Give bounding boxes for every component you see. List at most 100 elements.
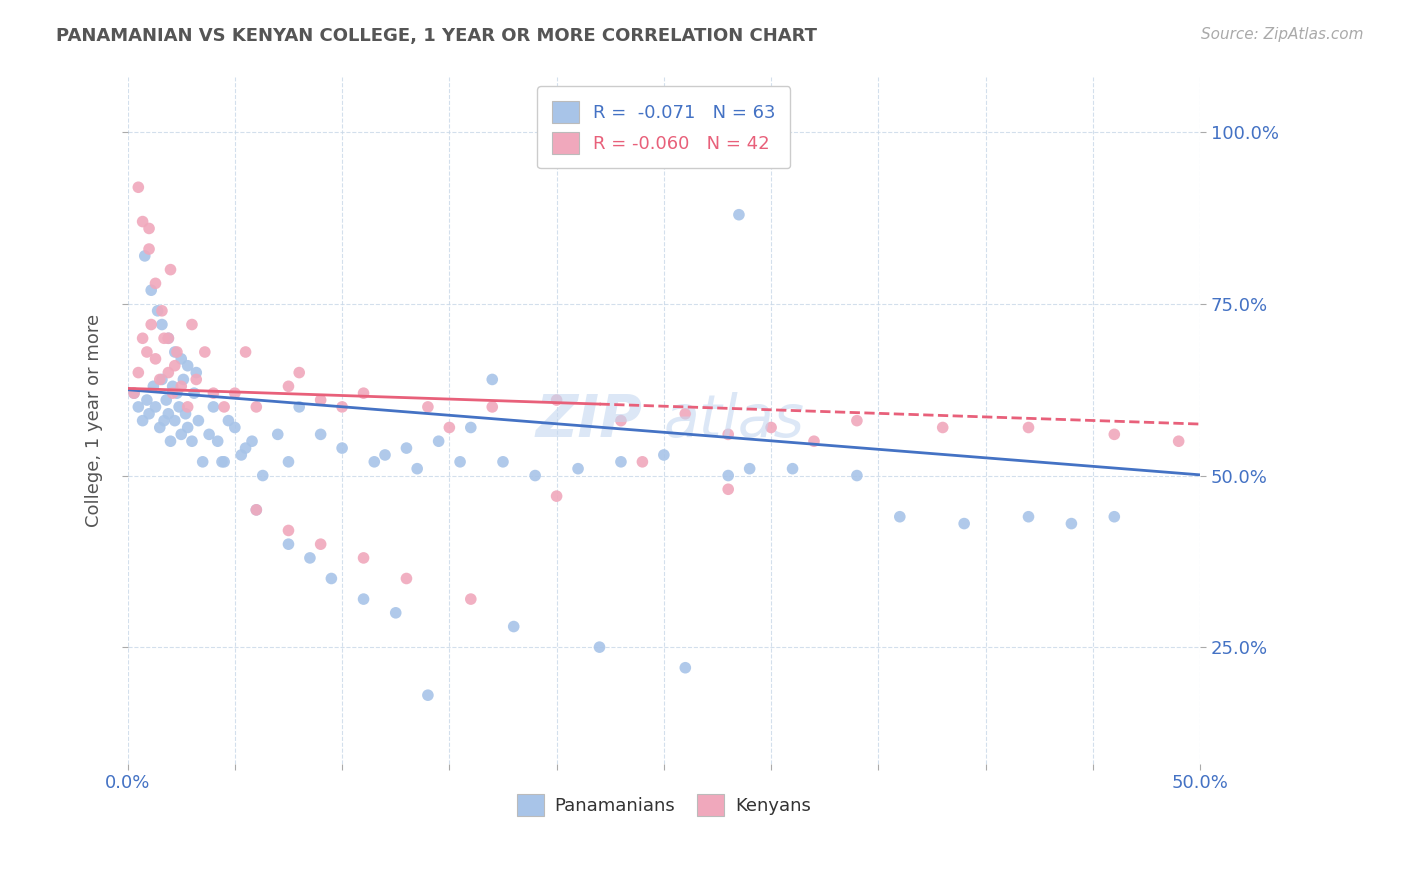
Point — [309, 427, 332, 442]
Point — [460, 420, 482, 434]
Point — [157, 366, 180, 380]
Point — [235, 345, 257, 359]
Point — [1167, 434, 1189, 449]
Point — [406, 461, 429, 475]
Point — [153, 331, 176, 345]
Point — [245, 503, 267, 517]
Point — [277, 537, 299, 551]
Point — [181, 318, 204, 332]
Point — [153, 414, 176, 428]
Point — [150, 303, 173, 318]
Point — [330, 441, 353, 455]
Point — [277, 379, 299, 393]
Text: Source: ZipAtlas.com: Source: ZipAtlas.com — [1201, 27, 1364, 42]
Point — [567, 461, 589, 475]
Point — [502, 619, 524, 633]
Point — [759, 420, 782, 434]
Point — [1104, 509, 1126, 524]
Point — [1104, 427, 1126, 442]
Point — [252, 468, 274, 483]
Point — [277, 455, 299, 469]
Point — [1018, 509, 1040, 524]
Point — [953, 516, 976, 531]
Point — [145, 400, 167, 414]
Point — [631, 455, 654, 469]
Point — [231, 448, 253, 462]
Point — [245, 503, 267, 517]
Point — [127, 366, 149, 380]
Point — [395, 572, 418, 586]
Point — [845, 414, 868, 428]
Point — [166, 345, 188, 359]
Point — [717, 427, 740, 442]
Point — [141, 283, 163, 297]
Point — [159, 434, 181, 449]
Point — [588, 640, 610, 654]
Point — [845, 468, 868, 483]
Point — [135, 345, 157, 359]
Point — [481, 400, 503, 414]
Point — [202, 400, 225, 414]
Point — [162, 386, 184, 401]
Point — [134, 249, 156, 263]
Point — [330, 400, 353, 414]
Point — [202, 386, 225, 401]
Point — [149, 420, 172, 434]
Point — [186, 366, 208, 380]
Point — [198, 427, 221, 442]
Point — [782, 461, 804, 475]
Point — [524, 468, 547, 483]
Point — [122, 386, 145, 401]
Point — [353, 550, 375, 565]
Point — [176, 420, 198, 434]
Point — [211, 455, 233, 469]
Text: ZIP: ZIP — [536, 392, 643, 450]
Point — [150, 372, 173, 386]
Point — [267, 427, 290, 442]
Point — [1060, 516, 1083, 531]
Point — [127, 180, 149, 194]
Point — [309, 392, 332, 407]
Point — [235, 441, 257, 455]
Point — [155, 392, 177, 407]
Point — [416, 400, 439, 414]
Point — [163, 359, 186, 373]
Point — [187, 414, 209, 428]
Point — [449, 455, 471, 469]
Point — [163, 414, 186, 428]
Point — [803, 434, 825, 449]
Point — [353, 592, 375, 607]
Point — [138, 407, 160, 421]
Point — [610, 455, 633, 469]
Point — [131, 414, 153, 428]
Legend: Panamanians, Kenyans: Panamanians, Kenyans — [509, 787, 818, 823]
Point — [141, 318, 163, 332]
Point — [186, 372, 208, 386]
Point — [176, 359, 198, 373]
Text: PANAMANIAN VS KENYAN COLLEGE, 1 YEAR OR MORE CORRELATION CHART: PANAMANIAN VS KENYAN COLLEGE, 1 YEAR OR … — [56, 27, 817, 45]
Point — [212, 400, 235, 414]
Point — [157, 331, 180, 345]
Point — [728, 208, 751, 222]
Point — [321, 572, 343, 586]
Point — [288, 366, 311, 380]
Point — [546, 489, 568, 503]
Point — [163, 345, 186, 359]
Point — [288, 400, 311, 414]
Point — [363, 455, 385, 469]
Point — [149, 372, 172, 386]
Point — [652, 448, 675, 462]
Point — [146, 303, 169, 318]
Point — [122, 386, 145, 401]
Y-axis label: College, 1 year or more: College, 1 year or more — [86, 314, 103, 527]
Point — [145, 351, 167, 366]
Point — [172, 372, 194, 386]
Point — [889, 509, 911, 524]
Point — [212, 455, 235, 469]
Point — [546, 392, 568, 407]
Point — [481, 372, 503, 386]
Point — [170, 379, 193, 393]
Point — [167, 400, 190, 414]
Point — [131, 331, 153, 345]
Point — [738, 461, 761, 475]
